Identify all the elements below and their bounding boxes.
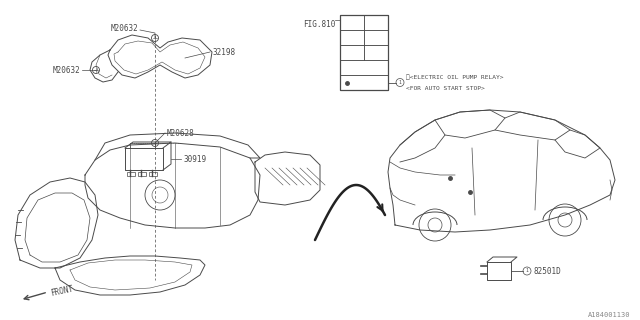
Text: M20632: M20632 [110,23,138,33]
Bar [340,60,388,75]
Text: 82501D: 82501D [533,267,561,276]
Text: 1: 1 [525,268,529,274]
Bar [340,15,364,30]
Text: 1: 1 [399,80,401,85]
Text: 32198: 32198 [212,47,235,57]
Bar [340,15,388,90]
Text: FIG.810: FIG.810 [303,20,335,29]
Bar [364,30,388,45]
Text: M20628: M20628 [167,129,195,138]
Bar [138,172,146,176]
Bar [340,30,364,45]
Text: <FOR AUTO START STOP>: <FOR AUTO START STOP> [406,85,484,91]
Bar [127,172,135,176]
Bar [149,172,157,176]
Text: 30919: 30919 [183,155,206,164]
Text: M20632: M20632 [52,66,80,75]
Text: FRONT: FRONT [50,284,74,298]
Text: A184001130: A184001130 [588,312,630,318]
Bar [340,45,364,60]
Bar [364,15,388,30]
Bar [364,45,388,60]
Bar [340,75,388,90]
Text: ①<ELECTRIC OIL PUMP RELAY>: ①<ELECTRIC OIL PUMP RELAY> [406,74,504,79]
